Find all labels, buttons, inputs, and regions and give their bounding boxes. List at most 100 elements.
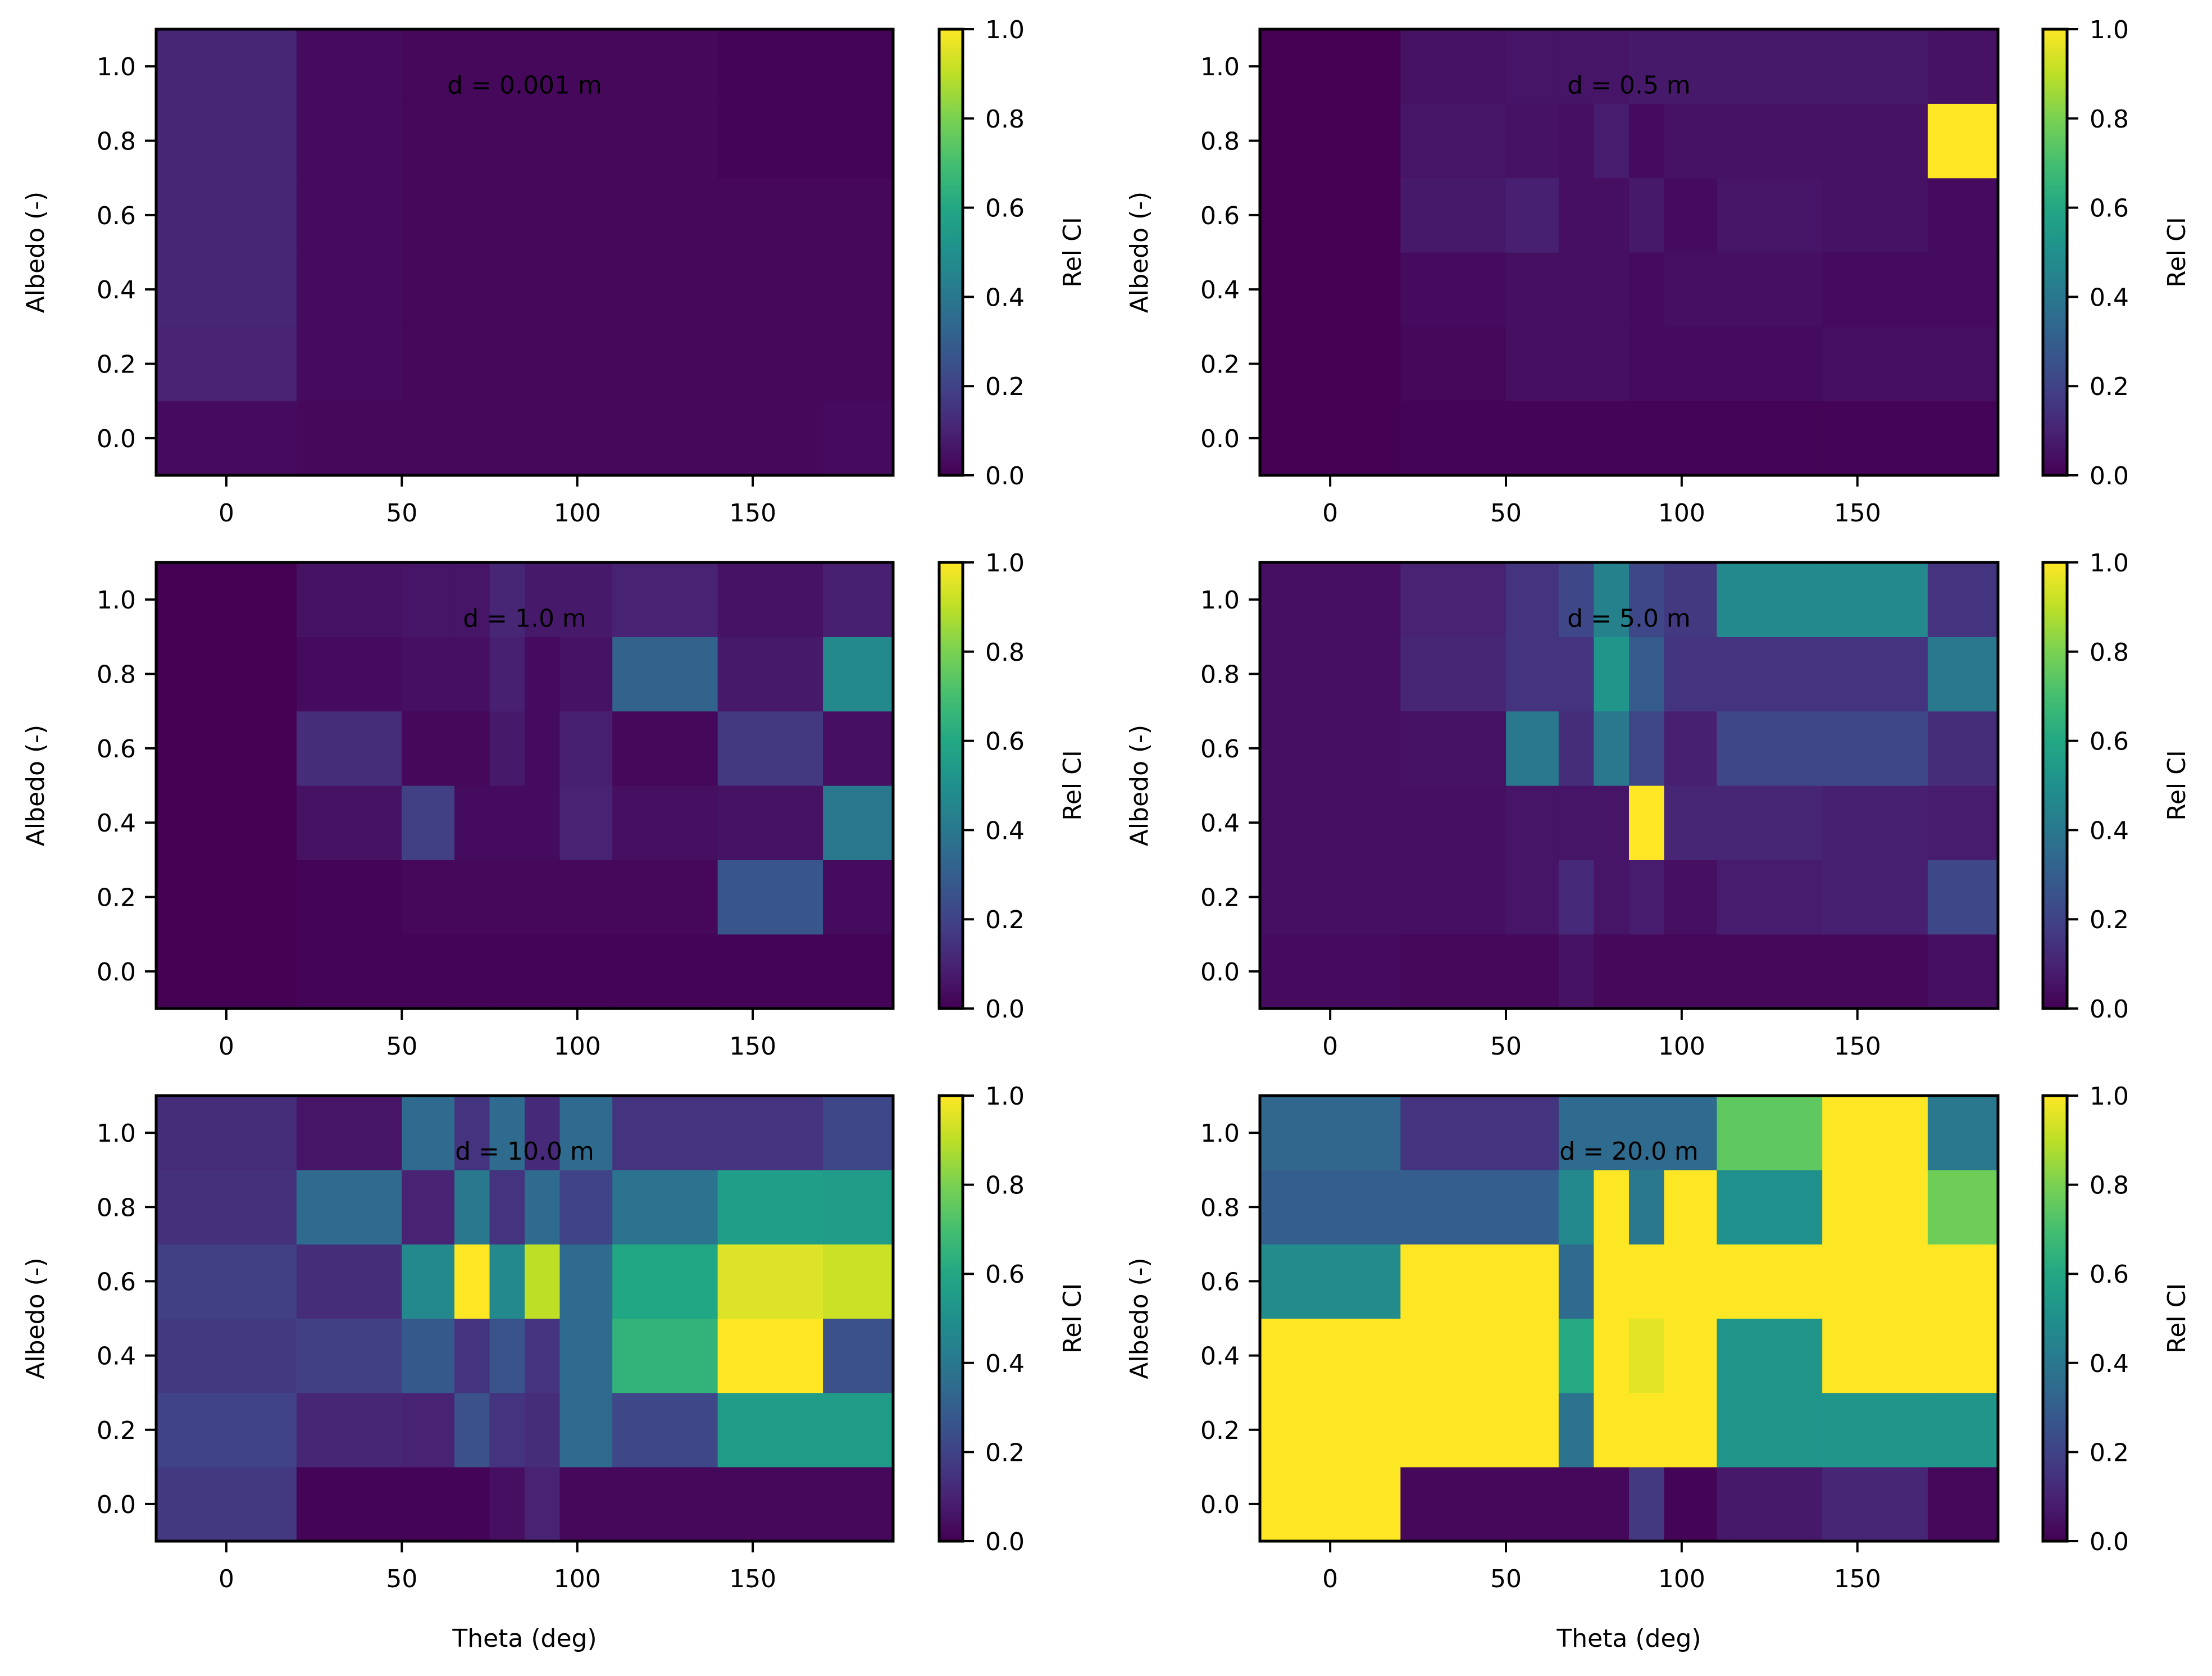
- heatmap-panel-6: 0 50 100 150 0.0 0.2 0.4 0.6 0.8 1.0 Albedo (-) The…: [1125, 1082, 2191, 1653]
- heatmap-cell: [1594, 1244, 1630, 1319]
- heatmap-cell: [1400, 1096, 1506, 1170]
- heatmap-cell: [559, 1170, 613, 1244]
- colorbar-tick-label: 0.0: [2090, 995, 2129, 1024]
- axes-frame: [1258, 1094, 2000, 1543]
- heatmap-cell: [823, 178, 894, 253]
- heatmap-cell: [1594, 1170, 1630, 1244]
- y-tick-label: 0.4: [97, 1342, 136, 1371]
- heatmap-cell: [296, 401, 402, 476]
- heatmap-cell: [156, 1170, 297, 1244]
- heatmap-cell: [454, 934, 490, 1009]
- y-tick-label: 0.8: [1200, 1193, 1240, 1222]
- heatmap-cell: [489, 178, 525, 253]
- heatmap-cell: [612, 637, 718, 712]
- heatmap-cell: [1822, 326, 1928, 402]
- heatmap-cell: [402, 1318, 455, 1393]
- colorbar-frame: [937, 28, 964, 477]
- heatmap-cell: [823, 1318, 894, 1393]
- heatmap-cell: [559, 1244, 613, 1319]
- heatmap-cell: [1927, 860, 1999, 935]
- heatmap-cell: [1400, 1244, 1506, 1319]
- heatmap-cell: [1822, 1170, 1928, 1244]
- heatmap-cell: [823, 252, 894, 327]
- heatmap-cell: [525, 1244, 561, 1319]
- heatmap-cell: [1822, 1392, 1928, 1468]
- heatmap-cell: [489, 785, 525, 860]
- heatmap-cell: [296, 1392, 402, 1468]
- y-axis-label: Albedo (-): [1125, 192, 1154, 313]
- heatmap-cell: [717, 29, 823, 104]
- heatmap-cell: [559, 1318, 613, 1393]
- heatmap-cell: [1400, 1170, 1506, 1244]
- heatmap-cell: [156, 401, 297, 476]
- colorbar-tick-label: 0.2: [2090, 906, 2129, 934]
- heatmap-cell: [612, 934, 718, 1009]
- heatmap-cell: [717, 401, 823, 476]
- heatmap-cell: [1260, 401, 1401, 476]
- heatmap-panel-5: 0 50 100 150 0.0 0.2 0.4 0.6 0.8 1.0 Albedo (-) The…: [21, 1082, 1087, 1653]
- heatmap-cell: [1558, 1170, 1595, 1244]
- x-tick-label: 150: [729, 499, 776, 528]
- y-tick-label: 0.6: [97, 735, 136, 764]
- colorbar-frame: [2041, 28, 2069, 477]
- heatmap-cell: [1260, 1392, 1401, 1468]
- y-tick-label: 0.6: [97, 202, 136, 230]
- y-tick-label: 0.2: [97, 351, 136, 379]
- y-tick-label: 0.2: [1200, 351, 1240, 379]
- colorbar-label: Rel CI: [2163, 1283, 2191, 1354]
- colorbar-tick-label: 0.2: [985, 906, 1025, 934]
- heatmap-cell: [402, 252, 455, 327]
- heatmap-cell: [454, 1170, 490, 1244]
- colorbar-gradient: [939, 562, 963, 1009]
- colorbar-tick-label: 0.2: [2090, 373, 2129, 401]
- heatmap-cell: [717, 1318, 823, 1393]
- panel-annotation: d = 10.0 m: [455, 1137, 594, 1166]
- heatmap-cell: [489, 711, 525, 786]
- colorbar-frame: [937, 1094, 964, 1543]
- colorbar-tick-label: 0.4: [985, 283, 1025, 312]
- heatmap-cell: [823, 860, 894, 935]
- heatmap-cell: [1664, 1170, 1718, 1244]
- x-tick-label: 100: [1658, 1032, 1705, 1061]
- heatmap-cell: [559, 1096, 613, 1170]
- heatmap-cell: [454, 860, 490, 935]
- heatmap-cell: [717, 860, 823, 935]
- heatmap-cell: [1260, 637, 1401, 712]
- heatmap-cell: [1822, 178, 1928, 253]
- heatmap-cell: [1664, 1096, 1718, 1170]
- x-tick-label: 50: [386, 1032, 417, 1061]
- heatmap-cell: [296, 252, 402, 327]
- heatmap-cell: [717, 1096, 823, 1170]
- heatmap-cell: [717, 252, 823, 327]
- heatmap-cell: [1927, 1096, 1999, 1170]
- heatmap-cell: [1260, 29, 1401, 104]
- heatmap-cell: [1400, 252, 1506, 327]
- heatmap-cell: [1260, 562, 1401, 637]
- heatmap-cell: [156, 252, 297, 327]
- y-axis-label: Albedo (-): [1125, 725, 1154, 846]
- heatmap-cell: [525, 934, 561, 1009]
- heatmap-cell: [1506, 785, 1559, 860]
- panel-annotation: d = 1.0 m: [463, 604, 586, 633]
- heatmap-cell: [1629, 103, 1665, 179]
- heatmap-cell: [1927, 1244, 1999, 1319]
- heatmap-cell: [1558, 29, 1595, 104]
- heatmap-cell: [454, 1466, 490, 1542]
- x-tick-label: 0: [1322, 1565, 1338, 1593]
- heatmap-cell: [1594, 326, 1630, 402]
- x-axis-label: Theta (deg): [452, 1624, 597, 1653]
- heatmap-cell: [559, 1466, 613, 1542]
- heatmap-cell: [1629, 860, 1665, 935]
- heatmap-cell: [1506, 1170, 1559, 1244]
- heatmap-cell: [402, 103, 455, 179]
- x-tick-label: 50: [1490, 499, 1522, 528]
- heatmap-cell: [402, 711, 455, 786]
- heatmap-cell: [1927, 637, 1999, 712]
- heatmap-cell: [1558, 252, 1595, 327]
- heatmap-cell: [402, 934, 455, 1009]
- heatmap-cell: [1927, 934, 1999, 1009]
- heatmap-cell: [296, 1170, 402, 1244]
- colorbar-tick-label: 0.6: [2090, 194, 2129, 223]
- heatmap-cell: [296, 934, 402, 1009]
- heatmap-cell: [1664, 934, 1718, 1009]
